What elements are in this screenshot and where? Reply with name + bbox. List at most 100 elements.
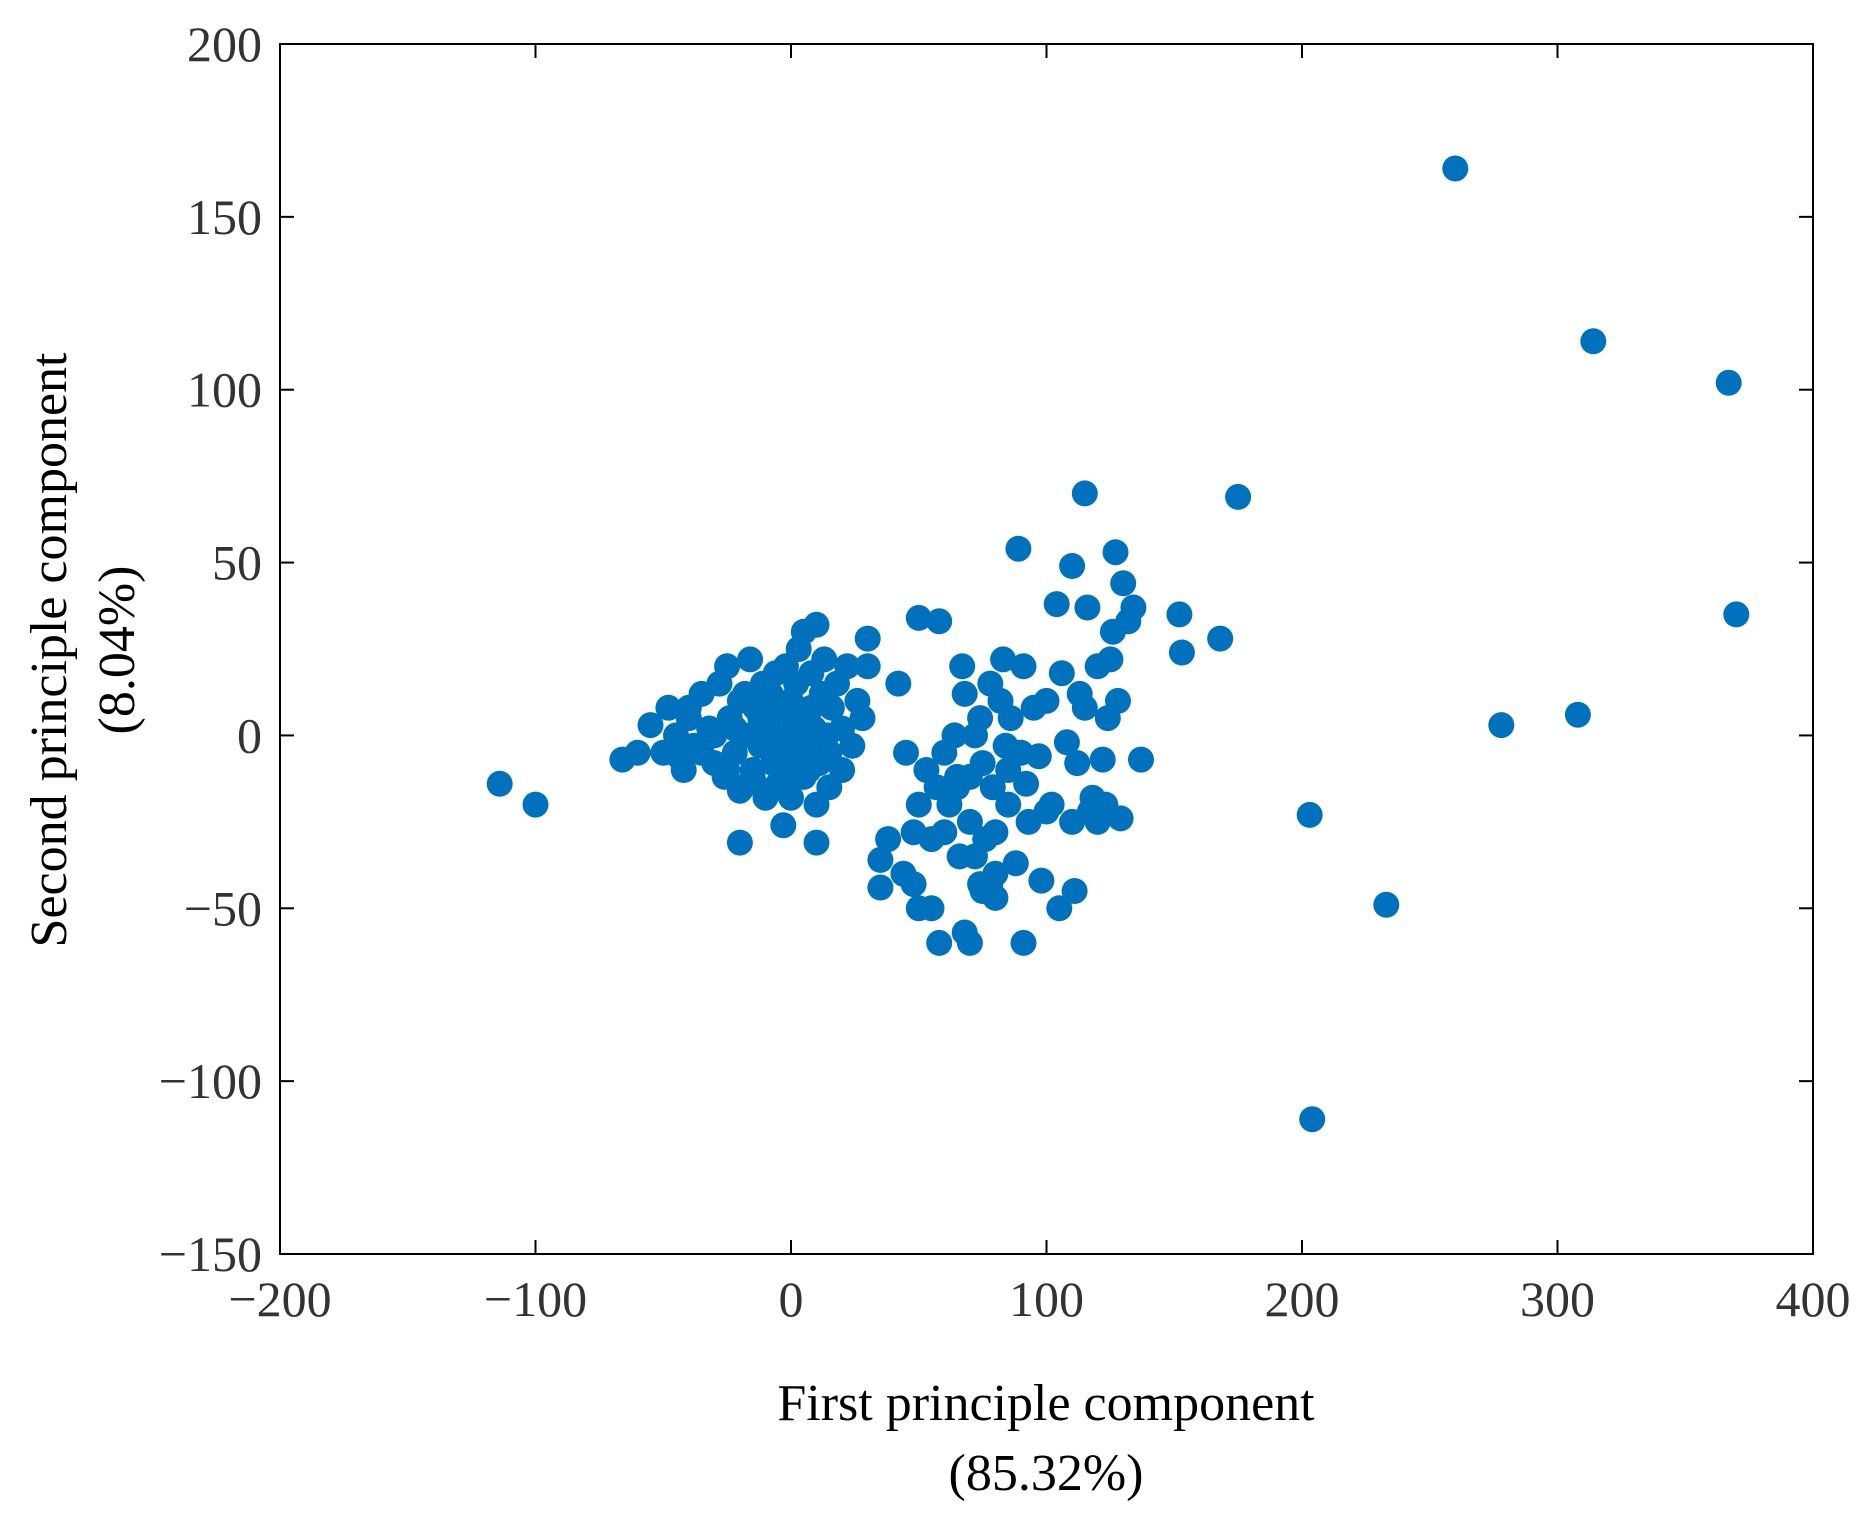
data-point <box>969 878 996 904</box>
data-point <box>770 812 797 839</box>
data-point <box>867 874 894 901</box>
data-point <box>1723 601 1750 628</box>
y-tick-label: 100 <box>187 362 262 418</box>
data-point <box>798 694 825 721</box>
data-point <box>1028 867 1055 894</box>
y-tick-label: 0 <box>237 707 262 763</box>
data-point <box>803 829 830 856</box>
data-point <box>675 694 702 721</box>
data-point <box>1110 570 1137 597</box>
data-point <box>714 653 741 680</box>
data-point <box>737 646 764 673</box>
x-tick-label: 400 <box>1776 1271 1851 1327</box>
data-point <box>1002 739 1029 766</box>
data-point <box>867 846 894 873</box>
x-tick-label: −100 <box>484 1271 587 1327</box>
data-point <box>885 670 912 697</box>
data-point <box>990 646 1017 673</box>
data-point <box>839 732 866 759</box>
data-point <box>1097 646 1124 673</box>
data-point <box>714 757 741 783</box>
data-point <box>1168 639 1195 666</box>
data-point <box>956 808 983 835</box>
data-point <box>905 604 932 631</box>
x-axis-title-line2: (85.32%) <box>949 1445 1144 1502</box>
points-layer <box>486 155 1750 1133</box>
x-tick-label: −200 <box>228 1271 331 1327</box>
y-tick-label: 200 <box>187 16 262 72</box>
data-point <box>1715 369 1742 396</box>
data-point <box>1061 878 1088 904</box>
data-point <box>854 653 881 680</box>
data-point <box>1010 653 1037 680</box>
data-point <box>1043 591 1070 618</box>
data-point <box>790 763 817 790</box>
y-axis-title-line1: Second principle component <box>21 352 78 948</box>
data-point <box>1071 694 1098 721</box>
data-point <box>1107 805 1134 832</box>
data-point <box>982 819 1009 846</box>
data-point <box>1005 535 1032 562</box>
data-point <box>997 705 1024 732</box>
data-point <box>665 743 692 770</box>
data-point <box>1128 746 1154 773</box>
data-point <box>926 929 953 956</box>
data-point <box>803 791 830 818</box>
data-point <box>854 625 881 652</box>
data-point <box>1580 328 1607 355</box>
data-point <box>486 770 513 797</box>
data-point <box>726 777 753 804</box>
data-point <box>1013 770 1040 797</box>
data-point <box>688 739 715 766</box>
data-point <box>811 646 838 673</box>
data-point <box>875 826 902 853</box>
data-point <box>956 763 983 790</box>
data-point <box>926 608 953 635</box>
data-point <box>1010 929 1037 956</box>
data-point <box>803 611 830 638</box>
data-point <box>624 739 651 766</box>
data-point <box>1120 594 1147 621</box>
data-point <box>849 705 876 732</box>
data-point <box>951 680 978 707</box>
data-point <box>1299 1106 1326 1133</box>
data-point <box>522 791 549 818</box>
data-point <box>1074 594 1101 621</box>
data-point <box>1564 701 1591 728</box>
data-point <box>721 715 748 742</box>
data-point <box>818 694 845 721</box>
y-tick-label: 150 <box>187 189 262 245</box>
data-point <box>905 791 932 818</box>
data-point <box>834 653 861 680</box>
data-point <box>1207 625 1234 652</box>
data-point <box>1166 601 1193 628</box>
x-tick-label: 300 <box>1520 1271 1595 1327</box>
data-point <box>1002 850 1029 877</box>
y-axis-title-line2: (8.04%) <box>89 566 146 735</box>
data-point <box>762 687 789 714</box>
data-point <box>1064 750 1091 777</box>
data-point <box>1102 539 1129 566</box>
data-point <box>1089 746 1116 773</box>
data-point <box>931 819 958 846</box>
data-point <box>962 843 988 870</box>
data-point <box>1033 798 1060 825</box>
plot-frame <box>279 43 1814 1255</box>
data-point <box>757 722 784 749</box>
data-point <box>949 653 976 680</box>
data-point <box>900 871 927 898</box>
data-point <box>726 829 753 856</box>
data-point <box>1488 712 1515 739</box>
y-tick-label: −150 <box>159 1226 262 1282</box>
ticks-layer: −200 −100 0 100 200 300 400 −150 −100 −50 0 50 100 15… <box>159 16 1851 1327</box>
data-point <box>893 739 919 766</box>
data-point <box>1046 895 1073 922</box>
data-point <box>1059 553 1086 579</box>
x-tick-label: 100 <box>1009 1271 1084 1327</box>
y-tick-label: −100 <box>159 1053 262 1109</box>
data-point <box>1084 808 1111 835</box>
data-point <box>1053 729 1080 756</box>
data-point <box>979 774 1006 801</box>
data-point <box>1048 660 1075 687</box>
